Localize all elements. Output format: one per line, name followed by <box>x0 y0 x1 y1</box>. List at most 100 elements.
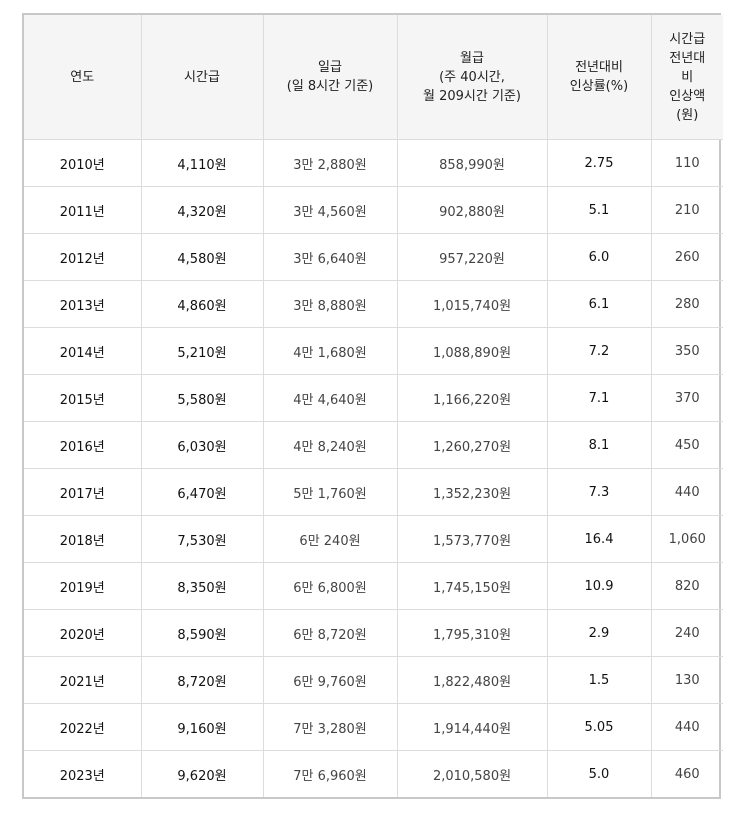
cell-monthly-wage: 1,088,890원 <box>396 327 548 375</box>
cell-daily-wage: 4만 8,240원 <box>262 421 398 469</box>
table-row: 2018년 7,530원 6만 240원 1,573,770원 16.4 1,060 <box>24 515 723 563</box>
cell-increase-amount: 440 <box>650 468 723 516</box>
cell-year: 2014년 <box>24 327 142 375</box>
cell-year: 2018년 <box>24 515 142 563</box>
cell-increase-amount: 370 <box>650 374 723 422</box>
cell-daily-wage: 6만 6,800원 <box>262 562 398 610</box>
cell-monthly-wage: 1,795,310원 <box>396 609 548 657</box>
cell-increase-rate: 7.2 <box>546 327 652 375</box>
cell-increase-rate: 8.1 <box>546 421 652 469</box>
cell-daily-wage: 7만 3,280원 <box>262 703 398 751</box>
cell-daily-wage: 3만 2,880원 <box>262 139 398 187</box>
cell-monthly-wage: 1,015,740원 <box>396 280 548 328</box>
table-row: 2015년 5,580원 4만 4,640원 1,166,220원 7.1 370 <box>24 374 723 422</box>
cell-monthly-wage: 957,220원 <box>396 233 548 281</box>
cell-monthly-wage: 1,166,220원 <box>396 374 548 422</box>
table-row: 2021년 8,720원 6만 9,760원 1,822,480원 1.5 130 <box>24 656 723 704</box>
cell-year: 2010년 <box>24 139 142 187</box>
cell-increase-rate: 1.5 <box>546 656 652 704</box>
cell-hourly-wage: 6,030원 <box>140 421 264 469</box>
table-row: 2022년 9,160원 7만 3,280원 1,914,440원 5.05 440 <box>24 703 723 751</box>
cell-hourly-wage: 4,320원 <box>140 186 264 234</box>
cell-increase-amount: 110 <box>650 139 723 187</box>
cell-daily-wage: 3만 6,640원 <box>262 233 398 281</box>
cell-hourly-wage: 8,590원 <box>140 609 264 657</box>
cell-year: 2017년 <box>24 468 142 516</box>
cell-increase-amount: 240 <box>650 609 723 657</box>
cell-increase-amount: 460 <box>650 750 723 797</box>
cell-year: 2022년 <box>24 703 142 751</box>
cell-daily-wage: 3만 4,560원 <box>262 186 398 234</box>
cell-daily-wage: 4만 4,640원 <box>262 374 398 422</box>
cell-increase-amount: 280 <box>650 280 723 328</box>
cell-year: 2011년 <box>24 186 142 234</box>
cell-increase-rate: 6.1 <box>546 280 652 328</box>
table-row: 2013년 4,860원 3만 8,880원 1,015,740원 6.1 280 <box>24 280 723 328</box>
cell-daily-wage: 7만 6,960원 <box>262 750 398 797</box>
cell-increase-amount: 820 <box>650 562 723 610</box>
cell-year: 2013년 <box>24 280 142 328</box>
cell-increase-rate: 6.0 <box>546 233 652 281</box>
cell-daily-wage: 6만 8,720원 <box>262 609 398 657</box>
table-row: 2019년 8,350원 6만 6,800원 1,745,150원 10.9 820 <box>24 562 723 610</box>
cell-monthly-wage: 858,990원 <box>396 139 548 187</box>
header-increase-amount: 시간급 전년대 비 인상액 (원) <box>650 15 723 140</box>
cell-hourly-wage: 5,210원 <box>140 327 264 375</box>
cell-monthly-wage: 1,914,440원 <box>396 703 548 751</box>
cell-monthly-wage: 2,010,580원 <box>396 750 548 797</box>
cell-increase-amount: 440 <box>650 703 723 751</box>
cell-daily-wage: 3만 8,880원 <box>262 280 398 328</box>
cell-hourly-wage: 4,110원 <box>140 139 264 187</box>
table-row: 2011년 4,320원 3만 4,560원 902,880원 5.1 210 <box>24 186 723 234</box>
cell-hourly-wage: 4,860원 <box>140 280 264 328</box>
table-row: 2020년 8,590원 6만 8,720원 1,795,310원 2.9 240 <box>24 609 723 657</box>
cell-increase-amount: 350 <box>650 327 723 375</box>
table-row: 2012년 4,580원 3만 6,640원 957,220원 6.0 260 <box>24 233 723 281</box>
table-row: 2014년 5,210원 4만 1,680원 1,088,890원 7.2 350 <box>24 327 723 375</box>
cell-increase-amount: 1,060 <box>650 515 723 563</box>
cell-increase-amount: 130 <box>650 656 723 704</box>
cell-year: 2012년 <box>24 233 142 281</box>
table-row: 2010년 4,110원 3만 2,880원 858,990원 2.75 110 <box>24 139 723 187</box>
cell-increase-rate: 5.1 <box>546 186 652 234</box>
cell-hourly-wage: 8,350원 <box>140 562 264 610</box>
cell-year: 2019년 <box>24 562 142 610</box>
cell-increase-rate: 16.4 <box>546 515 652 563</box>
cell-monthly-wage: 902,880원 <box>396 186 548 234</box>
minimum-wage-table-container: 연도 시간급 일급 (일 8시간 기준) 월급 (주 40시간, 월 209시간… <box>22 13 723 799</box>
cell-year: 2023년 <box>24 750 142 797</box>
cell-hourly-wage: 9,620원 <box>140 750 264 797</box>
cell-monthly-wage: 1,745,150원 <box>396 562 548 610</box>
cell-increase-rate: 5.0 <box>546 750 652 797</box>
table-body: 2010년 4,110원 3만 2,880원 858,990원 2.75 110 2011년… <box>24 139 723 797</box>
header-increase-rate: 전년대비 인상률(%) <box>546 15 652 140</box>
cell-hourly-wage: 6,470원 <box>140 468 264 516</box>
header-monthly-wage: 월급 (주 40시간, 월 209시간 기준) <box>396 15 548 140</box>
cell-increase-amount: 260 <box>650 233 723 281</box>
cell-monthly-wage: 1,822,480원 <box>396 656 548 704</box>
cell-increase-amount: 210 <box>650 186 723 234</box>
cell-daily-wage: 4만 1,680원 <box>262 327 398 375</box>
cell-daily-wage: 6만 9,760원 <box>262 656 398 704</box>
cell-increase-rate: 7.1 <box>546 374 652 422</box>
cell-increase-rate: 2.9 <box>546 609 652 657</box>
cell-monthly-wage: 1,352,230원 <box>396 468 548 516</box>
cell-increase-rate: 2.75 <box>546 139 652 187</box>
table-row: 2017년 6,470원 5만 1,760원 1,352,230원 7.3 440 <box>24 468 723 516</box>
cell-increase-rate: 10.9 <box>546 562 652 610</box>
cell-increase-rate: 7.3 <box>546 468 652 516</box>
cell-daily-wage: 6만 240원 <box>262 515 398 563</box>
cell-hourly-wage: 7,530원 <box>140 515 264 563</box>
table-row: 2016년 6,030원 4만 8,240원 1,260,270원 8.1 450 <box>24 421 723 469</box>
cell-monthly-wage: 1,573,770원 <box>396 515 548 563</box>
cell-increase-amount: 450 <box>650 421 723 469</box>
cell-hourly-wage: 8,720원 <box>140 656 264 704</box>
header-hourly-wage: 시간급 <box>140 15 264 140</box>
cell-monthly-wage: 1,260,270원 <box>396 421 548 469</box>
cell-year: 2015년 <box>24 374 142 422</box>
header-year: 연도 <box>24 15 142 140</box>
cell-year: 2016년 <box>24 421 142 469</box>
cell-hourly-wage: 4,580원 <box>140 233 264 281</box>
cell-increase-rate: 5.05 <box>546 703 652 751</box>
minimum-wage-table: 연도 시간급 일급 (일 8시간 기준) 월급 (주 40시간, 월 209시간… <box>24 15 723 797</box>
